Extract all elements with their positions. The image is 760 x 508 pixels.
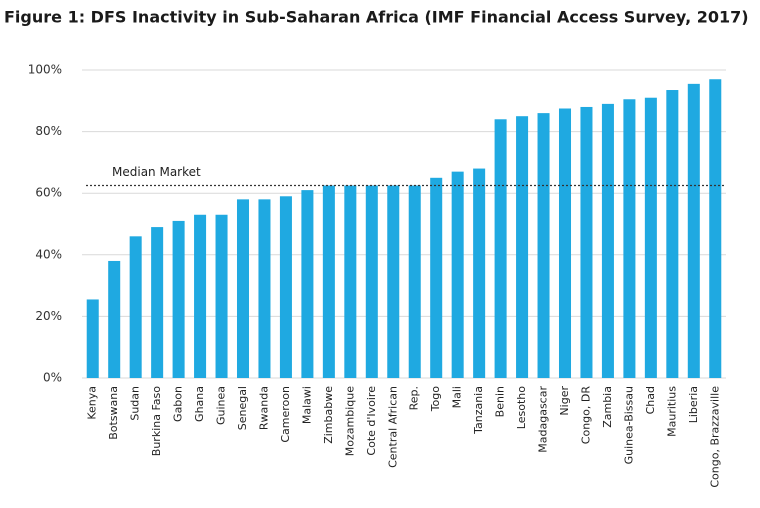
bar bbox=[172, 220, 185, 378]
x-tick-label: Rep. bbox=[408, 386, 421, 410]
x-tick-label: Benin bbox=[494, 386, 507, 417]
y-tick-label: 60% bbox=[35, 186, 62, 200]
x-tick-label: Sudan bbox=[129, 386, 142, 421]
x-tick-label: Ghana bbox=[193, 386, 206, 422]
chart-title: Figure 1: DFS Inactivity in Sub-Saharan … bbox=[4, 8, 749, 27]
x-tick-label: Guinea-Bissau bbox=[622, 386, 635, 464]
bar bbox=[301, 190, 314, 378]
bar bbox=[516, 116, 529, 378]
x-tick-label: Mali bbox=[451, 386, 464, 408]
x-tick-label: Mozambique bbox=[343, 386, 356, 456]
bar bbox=[666, 90, 679, 379]
bar bbox=[279, 196, 292, 378]
median-label: Median Market bbox=[112, 165, 201, 179]
bar bbox=[644, 97, 657, 378]
bar bbox=[430, 177, 443, 378]
x-tick-label: Cote d'Ivoire bbox=[365, 386, 378, 456]
x-tick-label: Congo, DR bbox=[579, 386, 592, 445]
x-tick-label: Senegal bbox=[236, 386, 249, 430]
x-tick-label: Gabon bbox=[172, 386, 185, 422]
y-tick-label: 20% bbox=[35, 309, 62, 323]
bar bbox=[558, 108, 572, 378]
bar bbox=[344, 185, 357, 378]
x-tick-label: Zambia bbox=[601, 386, 614, 428]
x-tick-label: Botswana bbox=[107, 386, 120, 440]
x-tick-label: Malawi bbox=[300, 386, 313, 424]
bar bbox=[473, 168, 486, 378]
bar bbox=[322, 185, 335, 378]
x-tick-label: Chad bbox=[644, 386, 657, 414]
bar bbox=[215, 214, 228, 378]
x-tick-label: Rwanda bbox=[257, 386, 270, 430]
x-tick-label: Zimbabwe bbox=[322, 386, 335, 444]
bar bbox=[709, 79, 722, 379]
y-tick-label: 100% bbox=[28, 63, 62, 77]
bar bbox=[129, 236, 142, 378]
x-tick-label: Togo bbox=[429, 386, 442, 413]
x-tick-label: Kenya bbox=[86, 386, 99, 420]
x-tick-label: Burkina Faso bbox=[150, 386, 163, 456]
bar bbox=[365, 185, 378, 378]
x-tick-label: Madagascar bbox=[537, 386, 550, 453]
y-tick-label: 40% bbox=[35, 247, 62, 261]
x-tick-label: Congo, Brazzaville bbox=[708, 386, 721, 488]
bar bbox=[151, 227, 164, 378]
bar bbox=[494, 119, 507, 378]
bar bbox=[108, 260, 121, 378]
bar bbox=[623, 99, 636, 378]
x-tick-label: Guinea bbox=[215, 386, 228, 425]
bar bbox=[451, 171, 464, 378]
x-tick-label: Mauritius bbox=[665, 386, 678, 437]
bar bbox=[537, 113, 550, 379]
bar bbox=[601, 103, 614, 378]
x-tick-label: Cameroon bbox=[279, 386, 292, 443]
bar bbox=[687, 83, 700, 379]
y-tick-label: 80% bbox=[35, 124, 62, 138]
x-tick-label: Niger bbox=[558, 386, 571, 416]
bar bbox=[194, 214, 207, 378]
bar bbox=[86, 299, 99, 378]
x-tick-label: Central African bbox=[386, 386, 399, 468]
bar bbox=[236, 199, 250, 378]
bar bbox=[387, 185, 400, 378]
bar bbox=[580, 106, 593, 379]
x-tick-label: Liberia bbox=[687, 386, 700, 423]
bar bbox=[408, 185, 421, 378]
bar bbox=[258, 199, 271, 378]
x-tick-label: Tanzania bbox=[472, 386, 485, 435]
y-tick-label: 0% bbox=[43, 371, 62, 385]
x-tick-label: Lesotho bbox=[515, 386, 528, 429]
